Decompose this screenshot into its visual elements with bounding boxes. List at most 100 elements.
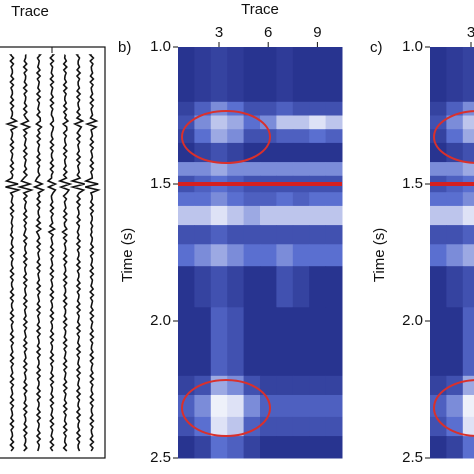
heatmap-cell: [325, 307, 343, 377]
heatmap-cell: [260, 225, 277, 245]
heatmap-cell: [210, 142, 228, 163]
heatmap-cell: [243, 205, 261, 226]
heatmap-cell: [227, 101, 245, 116]
heatmap-cell: [430, 375, 447, 396]
heatmap-cell: [194, 416, 212, 437]
heatmap-cell: [446, 192, 464, 207]
heatmap-cell: [292, 101, 310, 116]
heatmap-cell: [227, 162, 245, 177]
heatmap-cell: [292, 205, 310, 226]
heatmap-cell: [430, 142, 447, 163]
y-axis-title: Time (s): [371, 228, 388, 282]
heatmap-cell: [292, 47, 310, 103]
heatmap-cell: [309, 394, 327, 418]
heatmap-cell: [276, 129, 294, 144]
heatmap-cell: [309, 115, 327, 130]
highlight-ellipse: [433, 110, 474, 164]
heatmap-cell: [309, 307, 327, 377]
wiggle-trace: [32, 54, 46, 452]
y-tick-label: 1.5: [402, 175, 423, 192]
x-axis-title: Trace: [11, 3, 49, 20]
heatmap-cell: [210, 225, 228, 245]
heatmap-cell: [194, 307, 212, 377]
heatmap-cell: [325, 101, 343, 116]
heatmap-cell: [210, 162, 228, 177]
heatmap-cell: [309, 416, 327, 437]
heatmap-cell: [276, 142, 294, 163]
heatmap-cell: [227, 225, 245, 245]
heatmap-cell: [243, 394, 261, 418]
heatmap-cell: [276, 205, 294, 226]
heatmap-cell: [292, 142, 310, 163]
y-tick-label: 1.5: [150, 175, 171, 192]
heatmap-cell: [210, 394, 228, 418]
heatmap-cell: [446, 244, 464, 267]
heatmap-cell: [462, 307, 474, 377]
heatmap-cell: [446, 225, 464, 245]
heatmap-cell: [309, 129, 327, 144]
heatmap-cell: [430, 101, 447, 116]
heatmap-cell: [430, 266, 447, 308]
heatmap-cell: [325, 192, 343, 207]
heatmap-cell: [227, 266, 245, 308]
heatmap-cell: [210, 416, 228, 437]
heatmap-cell: [462, 129, 474, 144]
heatmap-cell: [243, 436, 261, 459]
wiggle-trace: [57, 54, 73, 452]
heatmap-cell: [227, 192, 245, 207]
heatmap-cell: [292, 162, 310, 177]
heatmap-cell: [430, 47, 447, 103]
highlight-ellipse: [181, 110, 271, 164]
heatmap-cell: [276, 266, 294, 308]
heatmap-cell: [462, 192, 474, 207]
heatmap-cell: [194, 436, 212, 459]
heatmap-cell: [260, 436, 277, 459]
heatmap-cell: [260, 142, 277, 163]
heatmap-cell: [430, 115, 447, 130]
heatmap-cell: [227, 205, 245, 226]
heatmap-cell: [178, 101, 195, 116]
heatmap-cell: [309, 266, 327, 308]
heatmap-cell: [462, 375, 474, 396]
heatmap-cell: [227, 416, 245, 437]
heatmap-cell: [260, 205, 277, 226]
panel-label: c): [370, 39, 383, 56]
heatmap-cell: [292, 436, 310, 459]
heatmap-cell: [325, 436, 343, 459]
heatmap-cell: [325, 205, 343, 226]
heatmap-cell: [462, 436, 474, 459]
heatmap-cell: [462, 47, 474, 103]
heatmap-cell: [178, 129, 195, 144]
panel-label: b): [118, 39, 131, 56]
heatmap-cell: [194, 205, 212, 226]
heatmap-cell: [227, 307, 245, 377]
heatmap-cell: [276, 375, 294, 396]
heatmap-cell: [446, 436, 464, 459]
y-tick-label: 2.5: [150, 449, 171, 466]
heatmap-cell: [243, 142, 261, 163]
heatmap-cell: [227, 129, 245, 144]
heatmap-cell: [292, 375, 310, 396]
heatmap-cell: [309, 47, 327, 103]
heatmap-cell: [446, 115, 464, 130]
heatmap-cell: [430, 162, 447, 177]
heatmap-cell: [276, 416, 294, 437]
heatmap-cell: [309, 244, 327, 267]
heatmap-cell: [309, 162, 327, 177]
x-tick-label: 6: [264, 24, 272, 41]
heatmap-cell: [276, 115, 294, 130]
heatmap-cell: [325, 129, 343, 144]
heatmap-cell: [309, 375, 327, 396]
heatmap-cell: [276, 244, 294, 267]
heatmap-cell: [462, 244, 474, 267]
heatmap-cell: [292, 307, 310, 377]
heatmap-cell: [178, 162, 195, 177]
heatmap-cell: [178, 47, 195, 103]
highlight-ellipse: [433, 379, 474, 437]
heatmap-cell: [194, 47, 212, 103]
heatmap-cell: [325, 394, 343, 418]
heatmap-cell: [276, 307, 294, 377]
heatmap-cell: [462, 115, 474, 130]
wiggle-trace: [16, 54, 34, 452]
heatmap-cell: [243, 101, 261, 116]
